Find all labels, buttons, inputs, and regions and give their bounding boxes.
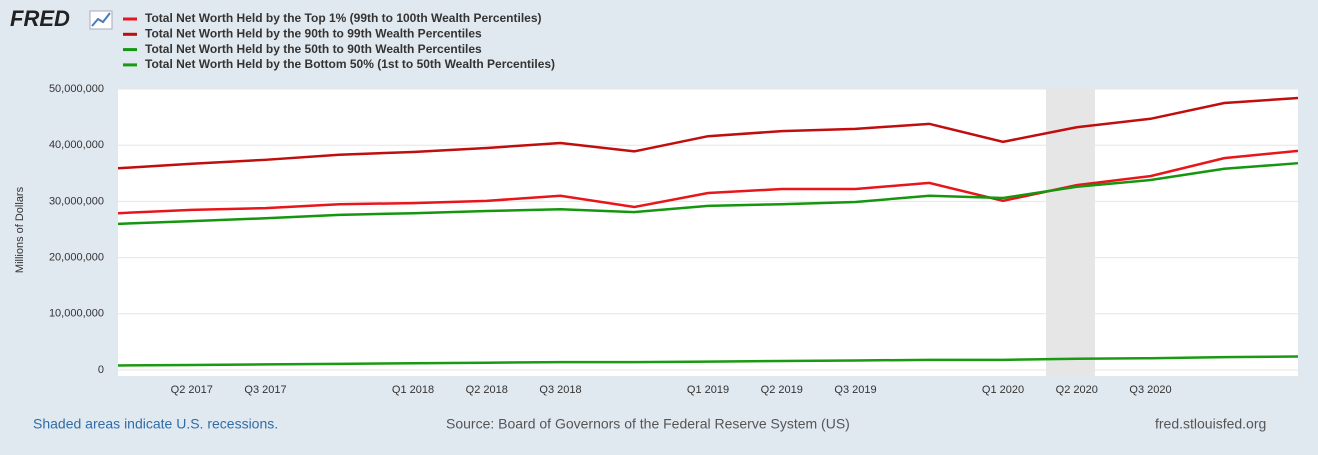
site-link[interactable]: fred.stlouisfed.org	[1155, 416, 1266, 432]
logo-icon	[89, 10, 113, 30]
recession-shading	[1046, 89, 1095, 376]
legend-label: Total Net Worth Held by the 50th to 90th…	[145, 42, 482, 56]
x-tick-label: Q1 2019	[687, 384, 729, 396]
recessions-note[interactable]: Shaded areas indicate U.S. recessions.	[33, 416, 278, 432]
y-tick-label: 0	[98, 364, 104, 376]
y-tick-label: 20,000,000	[49, 252, 104, 264]
x-tick-label: Q1 2018	[392, 384, 434, 396]
y-tick-label: 50,000,000	[49, 83, 104, 95]
x-tick-label: Q3 2020	[1129, 384, 1171, 396]
y-axis-label: Millions of Dollars	[14, 186, 26, 273]
series-line	[117, 161, 1299, 226]
y-tick-label: 30,000,000	[49, 195, 104, 207]
x-tick-label: Q2 2017	[171, 384, 213, 396]
legend-label: Total Net Worth Held by the Top 1% (99th…	[145, 11, 542, 25]
x-tick-label: Q3 2017	[244, 384, 286, 396]
x-tick-label: Q3 2019	[834, 384, 876, 396]
series-line	[117, 355, 1299, 367]
series-line	[117, 149, 1299, 215]
source: Source: Board of Governors of the Federa…	[446, 416, 850, 432]
x-tick-label: Q2 2018	[466, 384, 508, 396]
x-tick-label: Q3 2018	[539, 384, 581, 396]
series-line	[117, 96, 1299, 170]
x-tick-label: Q2 2019	[761, 384, 803, 396]
legend-label: Total Net Worth Held by the 90th to 99th…	[145, 26, 482, 40]
y-tick-label: 10,000,000	[49, 308, 104, 320]
y-tick-label: 40,000,000	[49, 139, 104, 151]
x-tick-label: Q1 2020	[982, 384, 1024, 396]
legend-label: Total Net Worth Held by the Bottom 50% (…	[145, 57, 555, 71]
logo: FRED	[10, 6, 70, 31]
plot-area	[118, 89, 1298, 376]
x-tick-label: Q2 2020	[1056, 384, 1098, 396]
